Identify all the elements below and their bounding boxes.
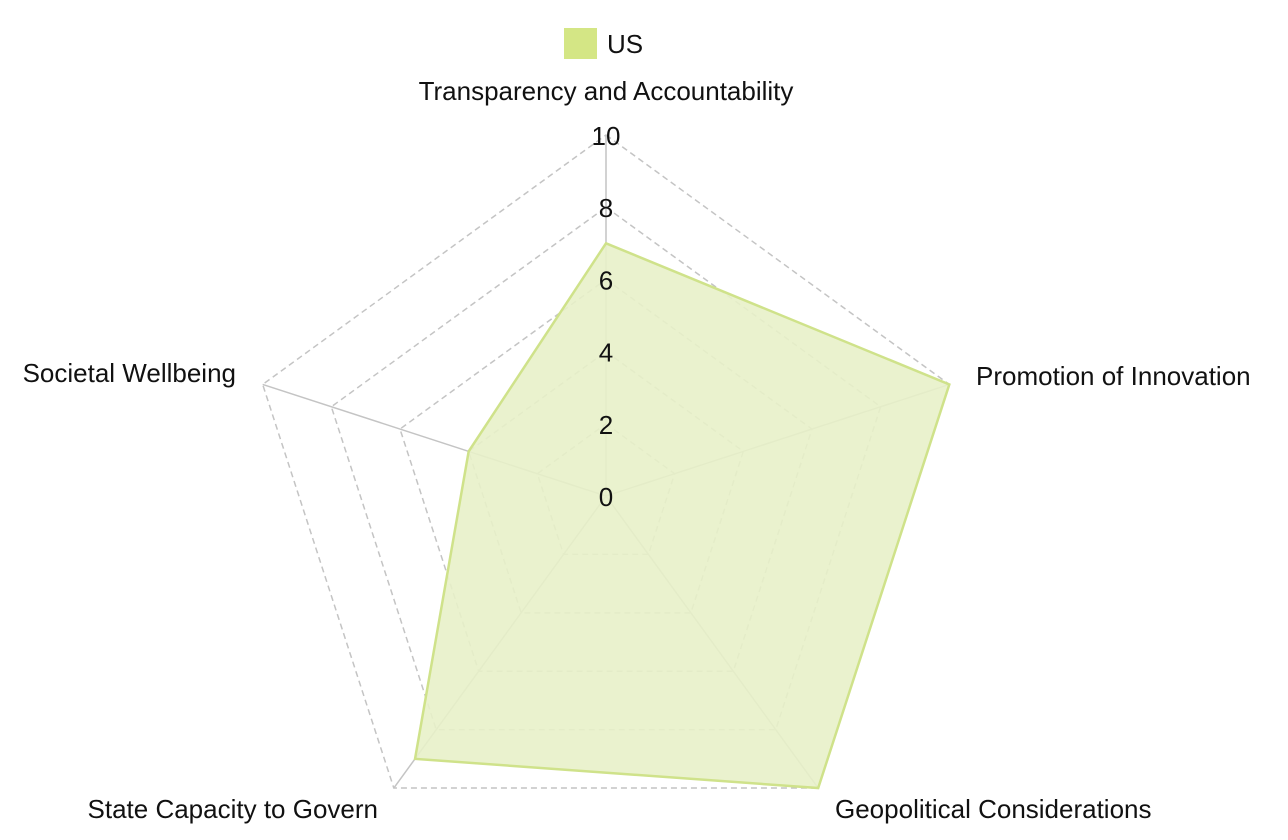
axis-label: State Capacity to Govern (88, 794, 378, 824)
axis-label-layer: Transparency and Accountability Promotion… (23, 76, 1251, 824)
axis-label: Geopolitical Considerations (835, 794, 1152, 824)
legend-label: US (607, 29, 643, 59)
tick-label: 2 (599, 410, 613, 440)
axis-label: Societal Wellbeing (23, 358, 236, 388)
series-area-us (413, 241, 951, 790)
series-layer (413, 241, 951, 790)
tick-label: 0 (599, 482, 613, 512)
legend: US (564, 28, 643, 59)
tick-layer: 0 2 4 6 8 10 (592, 121, 621, 512)
axis-label: Promotion of Innovation (976, 361, 1251, 391)
tick-label: 6 (599, 265, 613, 295)
axis-label: Transparency and Accountability (419, 76, 794, 106)
legend-swatch (564, 28, 597, 59)
tick-label: 4 (599, 338, 613, 368)
grid-ring-10 (261, 134, 951, 789)
tick-label: 10 (592, 121, 621, 151)
tick-label: 8 (599, 193, 613, 223)
